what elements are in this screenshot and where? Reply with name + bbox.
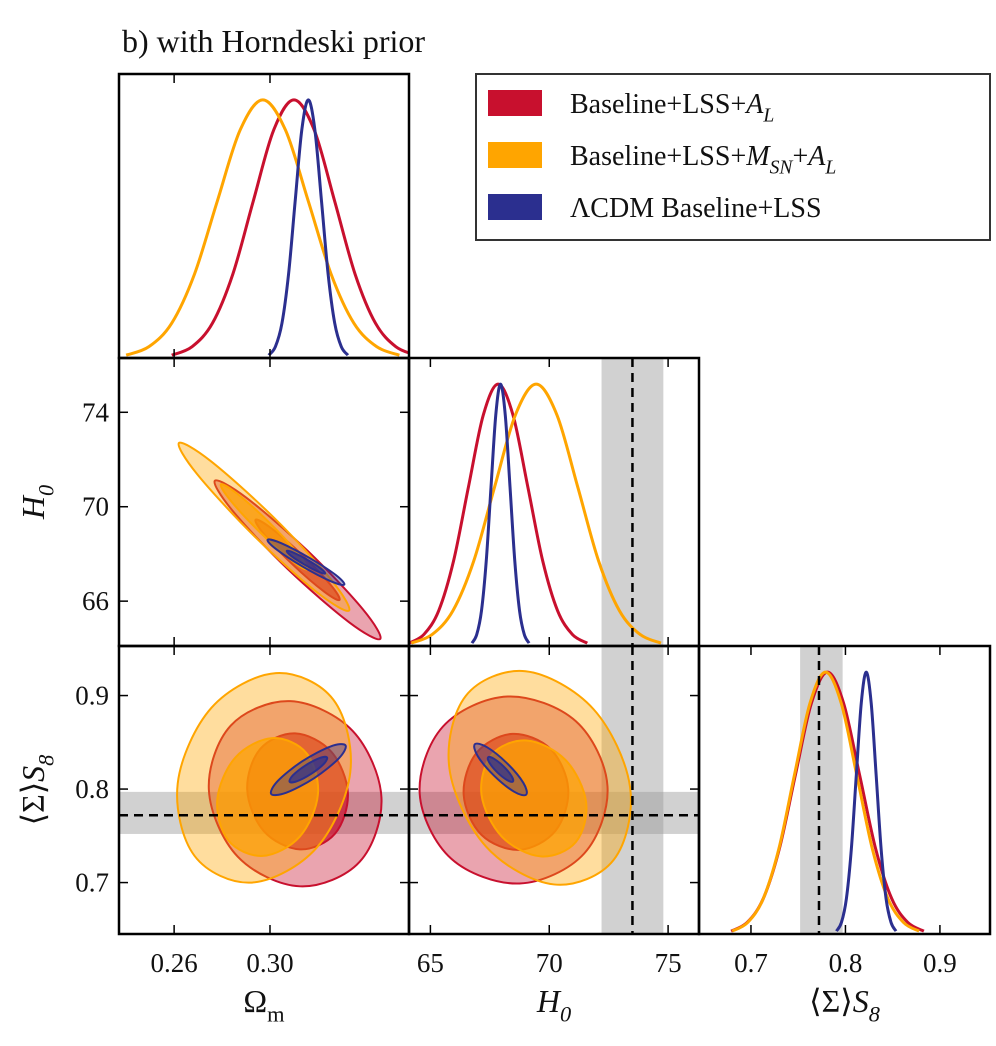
legend-swatch: [488, 142, 542, 168]
y-tick-label: 74: [82, 397, 110, 427]
label-part: H: [15, 494, 51, 520]
label: ⟨Σ⟩S8​: [809, 983, 880, 1027]
legend-swatch: [488, 90, 542, 116]
label: ⟨Σ⟩S8​: [15, 755, 59, 826]
label-part: ΛCDM Baseline+LSS: [570, 193, 822, 224]
x-tick-label: 0.26: [150, 948, 197, 978]
chart-title: b) with Horndeski prior: [122, 23, 425, 59]
label-part: S: [853, 983, 869, 1019]
label-part: ⟨Σ⟩: [15, 782, 51, 826]
contour: [285, 549, 327, 575]
y-tick-label: 0.9: [75, 681, 109, 711]
x-tick-label: 75: [655, 948, 682, 978]
label-subscript: 8: [34, 755, 59, 766]
x-tick-label: 0.30: [246, 948, 293, 978]
label-subscript: m: [267, 1002, 285, 1027]
marginal-curve: [731, 670, 920, 933]
panel-frame: [697, 644, 992, 936]
panel: [409, 646, 699, 934]
label-part: A: [744, 89, 764, 120]
contour: [486, 755, 515, 783]
label-subscript: L: [824, 157, 836, 178]
label-part: Baseline+LSS+: [570, 141, 746, 172]
marginal-curve: [125, 98, 400, 357]
x-tick-label: 65: [417, 948, 444, 978]
marginal-curve: [171, 98, 409, 357]
label: ΛCDM Baseline+LSS: [570, 193, 822, 224]
marginal-curve: [409, 382, 589, 645]
label-subscript: 8: [869, 1002, 880, 1027]
label-subscript: 0: [34, 485, 59, 496]
label-part: Baseline+LSS+: [570, 89, 746, 120]
y-tick-label: 0.8: [75, 774, 109, 804]
label-part: S: [15, 766, 51, 782]
marginal-curve: [410, 382, 662, 645]
y-tick-label: 66: [82, 586, 109, 616]
marginal-curve: [835, 670, 898, 932]
y-tick-label: 0.7: [75, 868, 109, 898]
panel: [409, 358, 664, 646]
x-tick-label: 0.9: [923, 948, 957, 978]
label-subscript: SN: [770, 157, 794, 178]
legend-swatch: [488, 194, 542, 220]
reference-band: [800, 646, 843, 934]
label-part: Ω: [243, 983, 267, 1019]
label: H0​: [536, 983, 571, 1027]
panel-frame: [117, 356, 411, 648]
x-tick-label: 70: [536, 948, 563, 978]
label: Baseline+LSS+MSN​+AL​: [570, 141, 836, 178]
label: Ωm​: [243, 983, 285, 1027]
label-subscript: 0: [560, 1002, 571, 1027]
y-tick-label: 70: [82, 492, 109, 522]
panel-frame: [117, 72, 411, 360]
x-tick-label: 0.8: [829, 948, 863, 978]
panel: [119, 672, 409, 888]
panel: [125, 98, 409, 357]
label-part: M: [745, 141, 771, 172]
panel: [730, 646, 925, 934]
label-part: +: [792, 141, 808, 172]
contour: [288, 755, 329, 784]
x-tick-label: 0.7: [734, 948, 768, 978]
marginal-curve: [267, 98, 350, 357]
label-part: H: [536, 983, 562, 1019]
panel: [177, 441, 382, 641]
label-subscript: L: [762, 105, 774, 126]
label: H0​: [15, 485, 59, 520]
marginal-curve: [470, 382, 531, 644]
label: Baseline+LSS+AL​: [570, 89, 774, 126]
legend-box: [475, 73, 991, 241]
label-part: ⟨Σ⟩: [809, 983, 853, 1019]
label-part: A: [806, 141, 826, 172]
